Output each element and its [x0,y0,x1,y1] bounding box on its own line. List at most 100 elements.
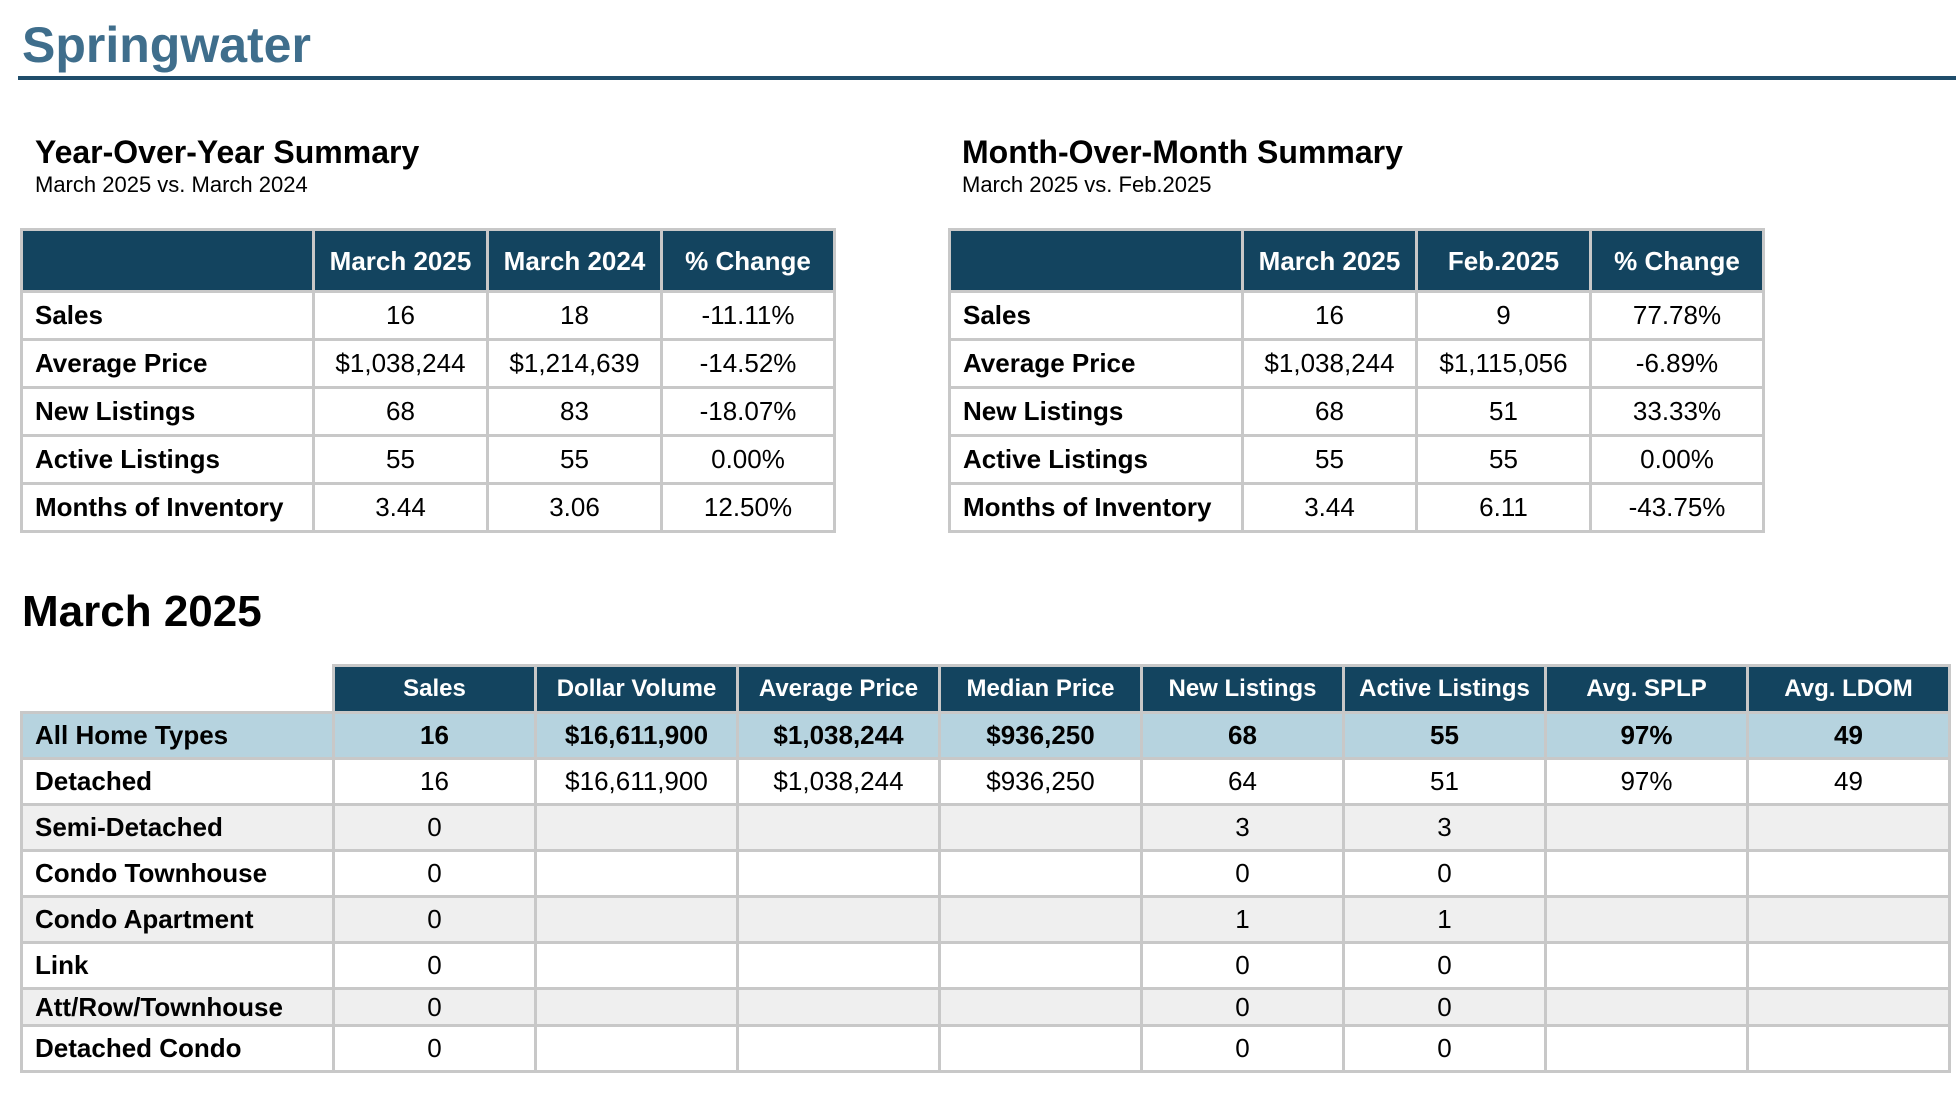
mom-cell: 6.11 [1415,482,1592,533]
detail-cell [1746,987,1951,1027]
title-divider [18,76,1956,80]
detail-cell [1544,987,1749,1027]
detail-table: Sales Dollar Volume Average Price Median… [20,664,1951,1073]
detail-cell [1544,849,1749,898]
detail-cell [534,1024,739,1073]
mom-cell: $1,038,244 [1241,338,1418,389]
detail-col-header: Avg. LDOM [1746,664,1951,714]
detail-row-label: Att/Row/Townhouse [20,987,335,1027]
detail-cell [534,803,739,852]
mom-header: Month-Over-Month Summary March 2025 vs. … [962,133,1403,199]
detail-cell [938,1024,1143,1073]
detail-cell: 1 [1140,895,1345,944]
yoy-heading: Year-Over-Year Summary [35,134,420,170]
detail-cell [736,987,941,1027]
yoy-row: Active Listings 55 55 0.00% [20,434,836,485]
yoy-cell: 83 [486,386,663,437]
detail-cell [1746,849,1951,898]
detail-cell: 1 [1342,895,1547,944]
mom-row: New Listings 68 51 33.33% [948,386,1765,437]
detail-cell [1544,895,1749,944]
detail-col-header: Dollar Volume [534,664,739,714]
detail-cell: 0 [332,895,537,944]
yoy-cell: 12.50% [660,482,836,533]
mom-heading: Month-Over-Month Summary [962,134,1403,170]
detail-cell [1746,1024,1951,1073]
detail-cell: 97% [1544,757,1749,806]
detail-col-header: Sales [332,664,537,714]
mom-row-label: Sales [948,290,1244,341]
yoy-cell: $1,214,639 [486,338,663,389]
detail-cell: 0 [1342,849,1547,898]
detail-cell: 0 [332,1024,537,1073]
yoy-col-header: March 2024 [486,228,663,293]
yoy-row: Average Price $1,038,244 $1,214,639 -14.… [20,338,836,389]
detail-cell: 55 [1342,711,1547,760]
yoy-row-label: Sales [20,290,315,341]
mom-cell: 16 [1241,290,1418,341]
yoy-cell: -11.11% [660,290,836,341]
yoy-row-label: Average Price [20,338,315,389]
yoy-row-label: Active Listings [20,434,315,485]
detail-row-label: Condo Townhouse [20,849,335,898]
detail-cell: 0 [332,941,537,990]
mom-cell: 33.33% [1589,386,1765,437]
detail-row: Detached Condo 0 0 0 [20,1024,1951,1073]
detail-row-label: Semi-Detached [20,803,335,852]
detail-cell: $936,250 [938,711,1143,760]
yoy-cell: 16 [312,290,489,341]
detail-cell: $16,611,900 [534,757,739,806]
mom-col-header: Feb.2025 [1415,228,1592,293]
yoy-cell: 68 [312,386,489,437]
detail-cell [736,1024,941,1073]
mom-row-label: Average Price [948,338,1244,389]
detail-col-header: Average Price [736,664,941,714]
mom-cell: 3.44 [1241,482,1418,533]
yoy-row-label: Months of Inventory [20,482,315,533]
detail-cell [1746,895,1951,944]
detail-cell: 0 [332,987,537,1027]
yoy-col-header: % Change [660,228,836,293]
yoy-subheading: March 2025 vs. March 2024 [35,172,308,197]
detail-col-header: Median Price [938,664,1143,714]
detail-cell: 16 [332,757,537,806]
detail-cell [1544,941,1749,990]
detail-col-header: Avg. SPLP [1544,664,1749,714]
detail-cell [1746,941,1951,990]
detail-row-label: Condo Apartment [20,895,335,944]
yoy-col-header: March 2025 [312,228,489,293]
detail-row: Detached 16 $16,611,900 $1,038,244 $936,… [20,757,1951,806]
yoy-cell: 3.44 [312,482,489,533]
detail-header-row: Sales Dollar Volume Average Price Median… [21,664,1951,714]
detail-cell: 3 [1140,803,1345,852]
detail-cell: 68 [1140,711,1345,760]
mom-corner-cell [948,228,1244,293]
detail-cell: 0 [1140,1024,1345,1073]
detail-cell: 51 [1342,757,1547,806]
yoy-row: Months of Inventory 3.44 3.06 12.50% [20,482,836,533]
mom-row-label: Months of Inventory [948,482,1244,533]
mom-row: Active Listings 55 55 0.00% [948,434,1765,485]
detail-row: Att/Row/Townhouse 0 0 0 [20,987,1951,1027]
detail-col-header: Active Listings [1342,664,1547,714]
yoy-cell: -14.52% [660,338,836,389]
mom-row-label: Active Listings [948,434,1244,485]
mom-cell: 77.78% [1589,290,1765,341]
detail-cell [534,849,739,898]
detail-cell: 3 [1342,803,1547,852]
detail-row-total: All Home Types 16 $16,611,900 $1,038,244… [20,711,1951,760]
detail-cell [534,941,739,990]
yoy-row: Sales 16 18 -11.11% [20,290,836,341]
detail-cell: 0 [1140,849,1345,898]
mom-row: Sales 16 9 77.78% [948,290,1765,341]
detail-cell: 0 [1140,987,1345,1027]
page-title: Springwater [22,17,311,73]
mom-col-header: March 2025 [1241,228,1418,293]
yoy-row: New Listings 68 83 -18.07% [20,386,836,437]
detail-cell [938,803,1143,852]
mom-row-label: New Listings [948,386,1244,437]
detail-cell: 16 [332,711,537,760]
yoy-cell: 18 [486,290,663,341]
detail-cell [534,895,739,944]
detail-cell: $1,038,244 [736,757,941,806]
